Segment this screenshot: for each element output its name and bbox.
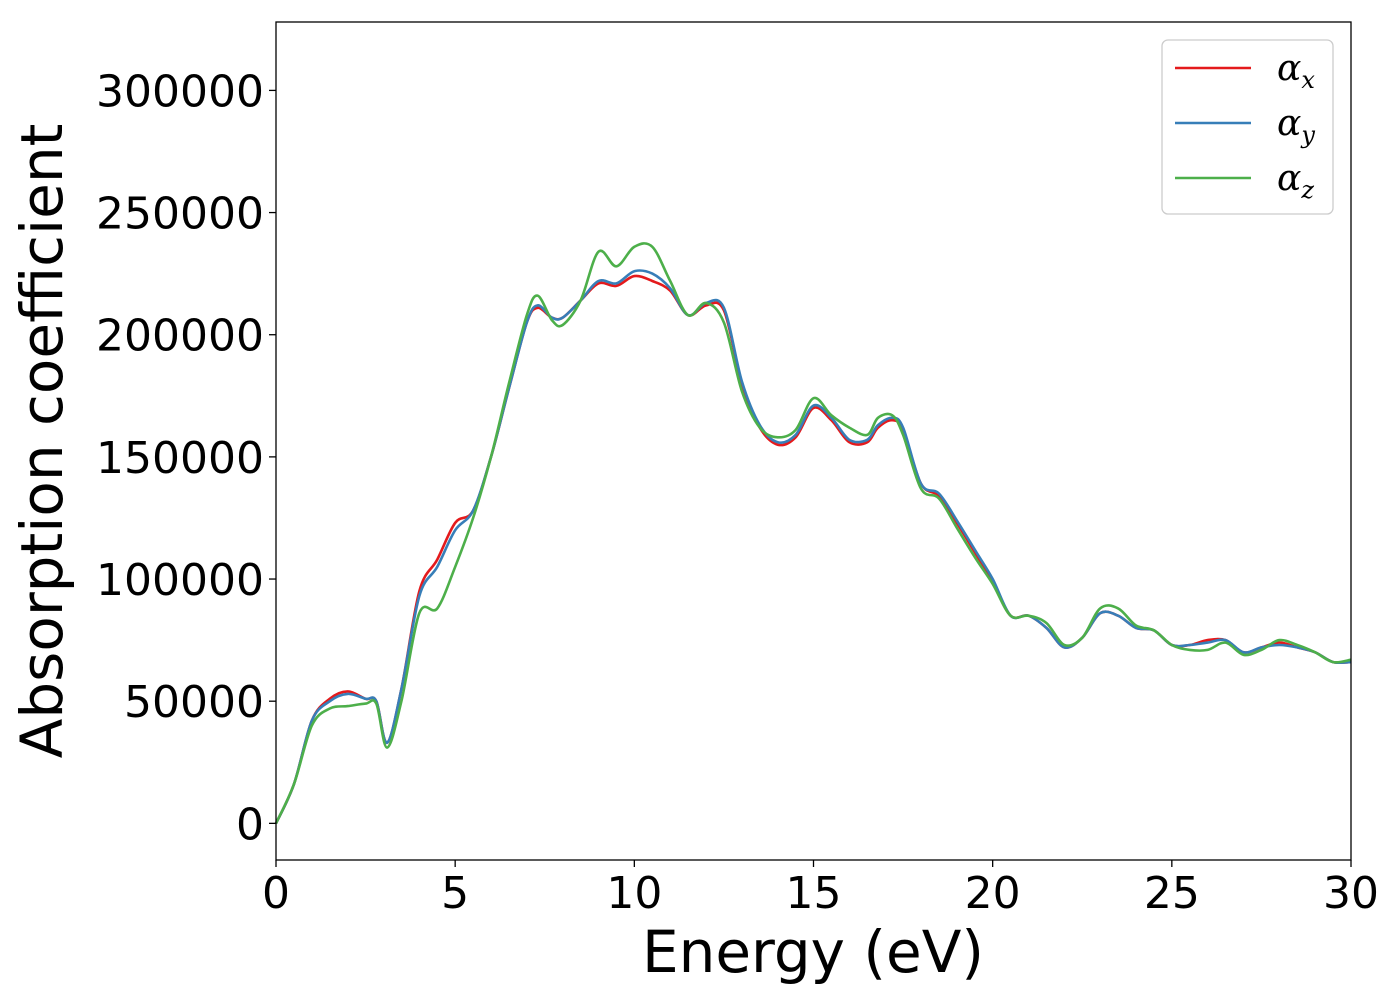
series-layer (274, 242, 1352, 824)
x-axis: 0 5 10 15 20 25 30 (262, 860, 1379, 919)
x-tick-label: 0 (262, 868, 290, 919)
y-axis: 0 50000 100000 150000 200000 250000 300000 (96, 66, 276, 850)
x-axis-label: Energy (eV) (642, 918, 984, 986)
y-tick-label: 250000 (96, 189, 264, 240)
x-tick-label: 25 (1144, 868, 1200, 919)
y-tick-label: 200000 (96, 311, 264, 362)
y-tick-label: 50000 (124, 677, 264, 728)
legend-box (1161, 39, 1334, 215)
x-tick-label: 30 (1323, 868, 1379, 919)
y-axis-label: Absorption coefficient (8, 124, 76, 759)
y-tick-label: 150000 (96, 433, 264, 484)
x-tick-label: 10 (606, 868, 662, 919)
y-tick-label: 0 (236, 799, 264, 850)
y-tick-label: 300000 (96, 66, 264, 117)
y-tick-label: 100000 (96, 555, 264, 606)
series-line-z (274, 242, 1352, 824)
x-tick-label: 15 (786, 868, 842, 919)
x-tick-label: 20 (965, 868, 1021, 919)
x-tick-label: 5 (441, 868, 469, 919)
